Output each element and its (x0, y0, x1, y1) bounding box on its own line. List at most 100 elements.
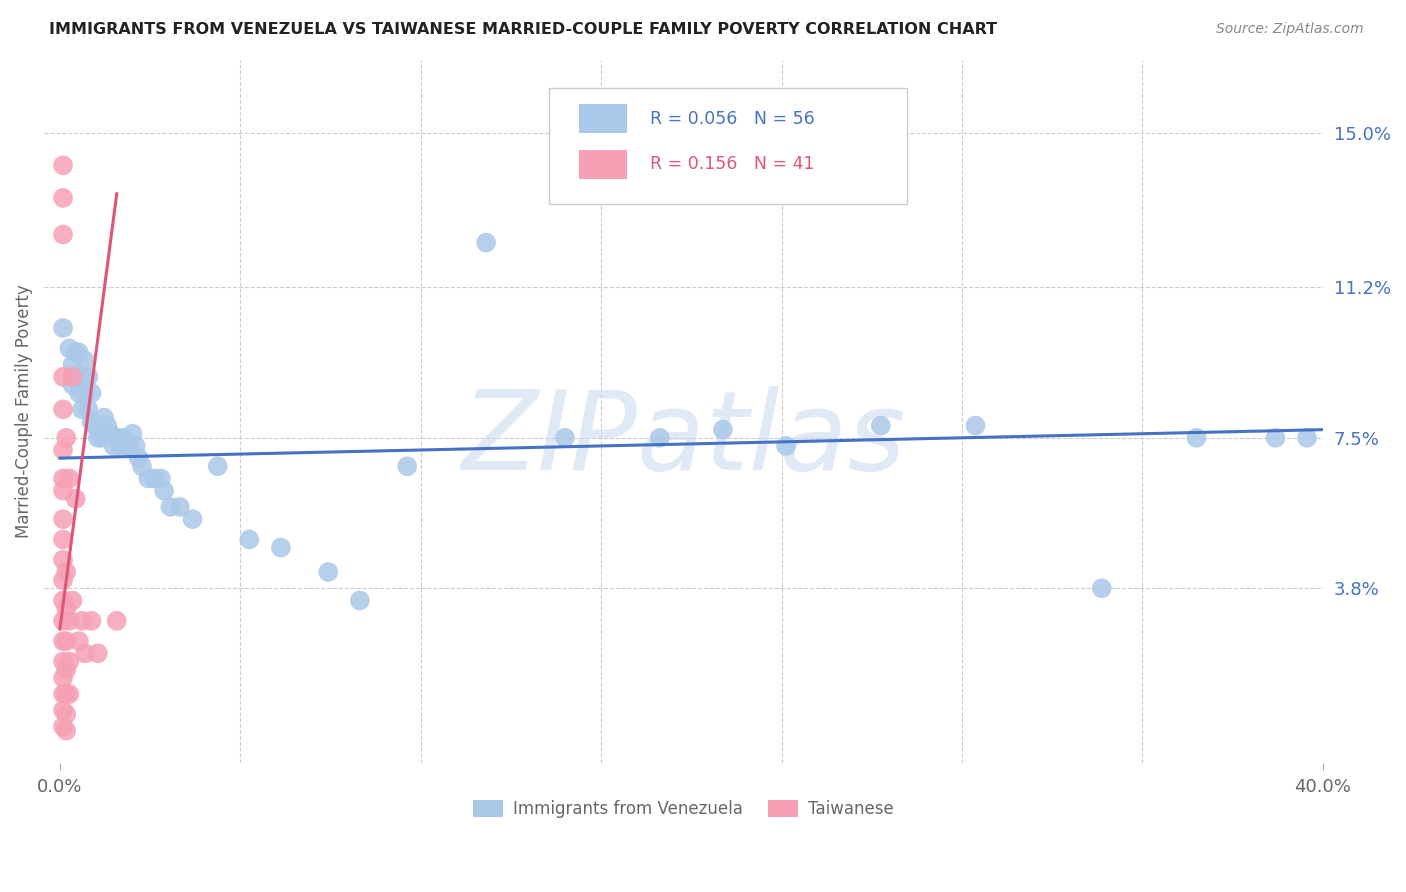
Point (52, 719, 75, 733)
Text: Source: ZipAtlas.com: Source: ZipAtlas.com (1216, 22, 1364, 37)
Point (52, 471, 75, 485)
Point (1185, 431, 1208, 445)
Point (52, 483, 75, 498)
Point (1296, 431, 1319, 445)
FancyBboxPatch shape (550, 87, 907, 204)
Point (75, 386, 97, 401)
Legend: Immigrants from Venezuela, Taiwanese: Immigrants from Venezuela, Taiwanese (467, 794, 900, 825)
Point (965, 418, 987, 433)
Point (80, 415, 103, 429)
Point (52, 553, 75, 567)
Point (62, 593, 84, 607)
Point (96, 418, 118, 433)
Point (100, 426, 122, 441)
Point (52, 671, 75, 685)
Point (67, 634, 90, 648)
Point (58, 687, 80, 701)
Point (67, 345, 90, 359)
Point (869, 418, 891, 433)
Point (103, 439, 125, 453)
FancyBboxPatch shape (579, 150, 627, 179)
Point (55, 601, 77, 615)
Point (52, 191, 75, 205)
Point (62, 358, 84, 372)
Point (70, 402, 93, 417)
Point (149, 471, 172, 485)
Point (124, 439, 146, 453)
Point (93, 410, 115, 425)
Point (143, 471, 166, 485)
Point (58, 471, 80, 485)
Point (75, 646, 97, 660)
Point (1264, 431, 1286, 445)
Point (475, 235, 498, 250)
Point (108, 439, 131, 453)
Point (52, 655, 75, 669)
Point (131, 459, 153, 474)
Point (52, 634, 75, 648)
Point (169, 500, 191, 514)
Point (238, 533, 260, 547)
Point (349, 593, 371, 607)
Point (55, 707, 77, 722)
Point (77, 369, 100, 384)
Point (105, 431, 128, 445)
Point (52, 512, 75, 526)
Point (65, 491, 87, 506)
Point (52, 533, 75, 547)
Y-axis label: Married-Couple Family Poverty: Married-Couple Family Poverty (15, 285, 32, 538)
Point (87, 646, 110, 660)
Point (55, 565, 77, 579)
Point (77, 402, 100, 417)
Text: IMMIGRANTS FROM VENEZUELA VS TAIWANESE MARRIED-COUPLE FAMILY POVERTY CORRELATION: IMMIGRANTS FROM VENEZUELA VS TAIWANESE M… (49, 22, 997, 37)
Point (316, 565, 339, 579)
Point (207, 459, 229, 474)
Point (55, 687, 77, 701)
Point (1091, 581, 1114, 595)
Point (52, 369, 75, 384)
Text: R = 0.056   N = 56: R = 0.056 N = 56 (650, 110, 815, 128)
Point (159, 500, 181, 514)
Point (52, 614, 75, 628)
Point (90, 431, 112, 445)
Point (52, 573, 75, 587)
Point (65, 345, 87, 359)
Point (153, 483, 176, 498)
Point (52, 687, 75, 701)
Point (648, 431, 671, 445)
Point (70, 614, 93, 628)
Point (775, 439, 797, 453)
Point (136, 471, 159, 485)
Point (55, 431, 77, 445)
Text: R = 0.156   N = 41: R = 0.156 N = 41 (650, 155, 814, 174)
Point (52, 442, 75, 457)
Point (52, 703, 75, 717)
Point (52, 593, 75, 607)
Point (181, 512, 204, 526)
Point (554, 431, 576, 445)
Point (87, 431, 110, 445)
Point (67, 386, 90, 401)
Point (62, 369, 84, 384)
Text: ZIPatlas: ZIPatlas (461, 386, 905, 493)
Point (118, 439, 141, 453)
Point (52, 402, 75, 417)
Point (55, 634, 77, 648)
Point (112, 431, 135, 445)
Point (115, 439, 138, 453)
Point (121, 426, 143, 441)
Point (270, 541, 292, 555)
Point (52, 321, 75, 335)
Point (52, 158, 75, 172)
Point (70, 369, 93, 384)
Point (58, 614, 80, 628)
Point (711, 423, 734, 437)
Point (65, 369, 87, 384)
Point (83, 418, 105, 433)
Point (396, 459, 419, 474)
Point (55, 723, 77, 738)
Point (105, 614, 128, 628)
Point (52, 227, 75, 242)
Point (75, 353, 97, 368)
Point (55, 663, 77, 677)
